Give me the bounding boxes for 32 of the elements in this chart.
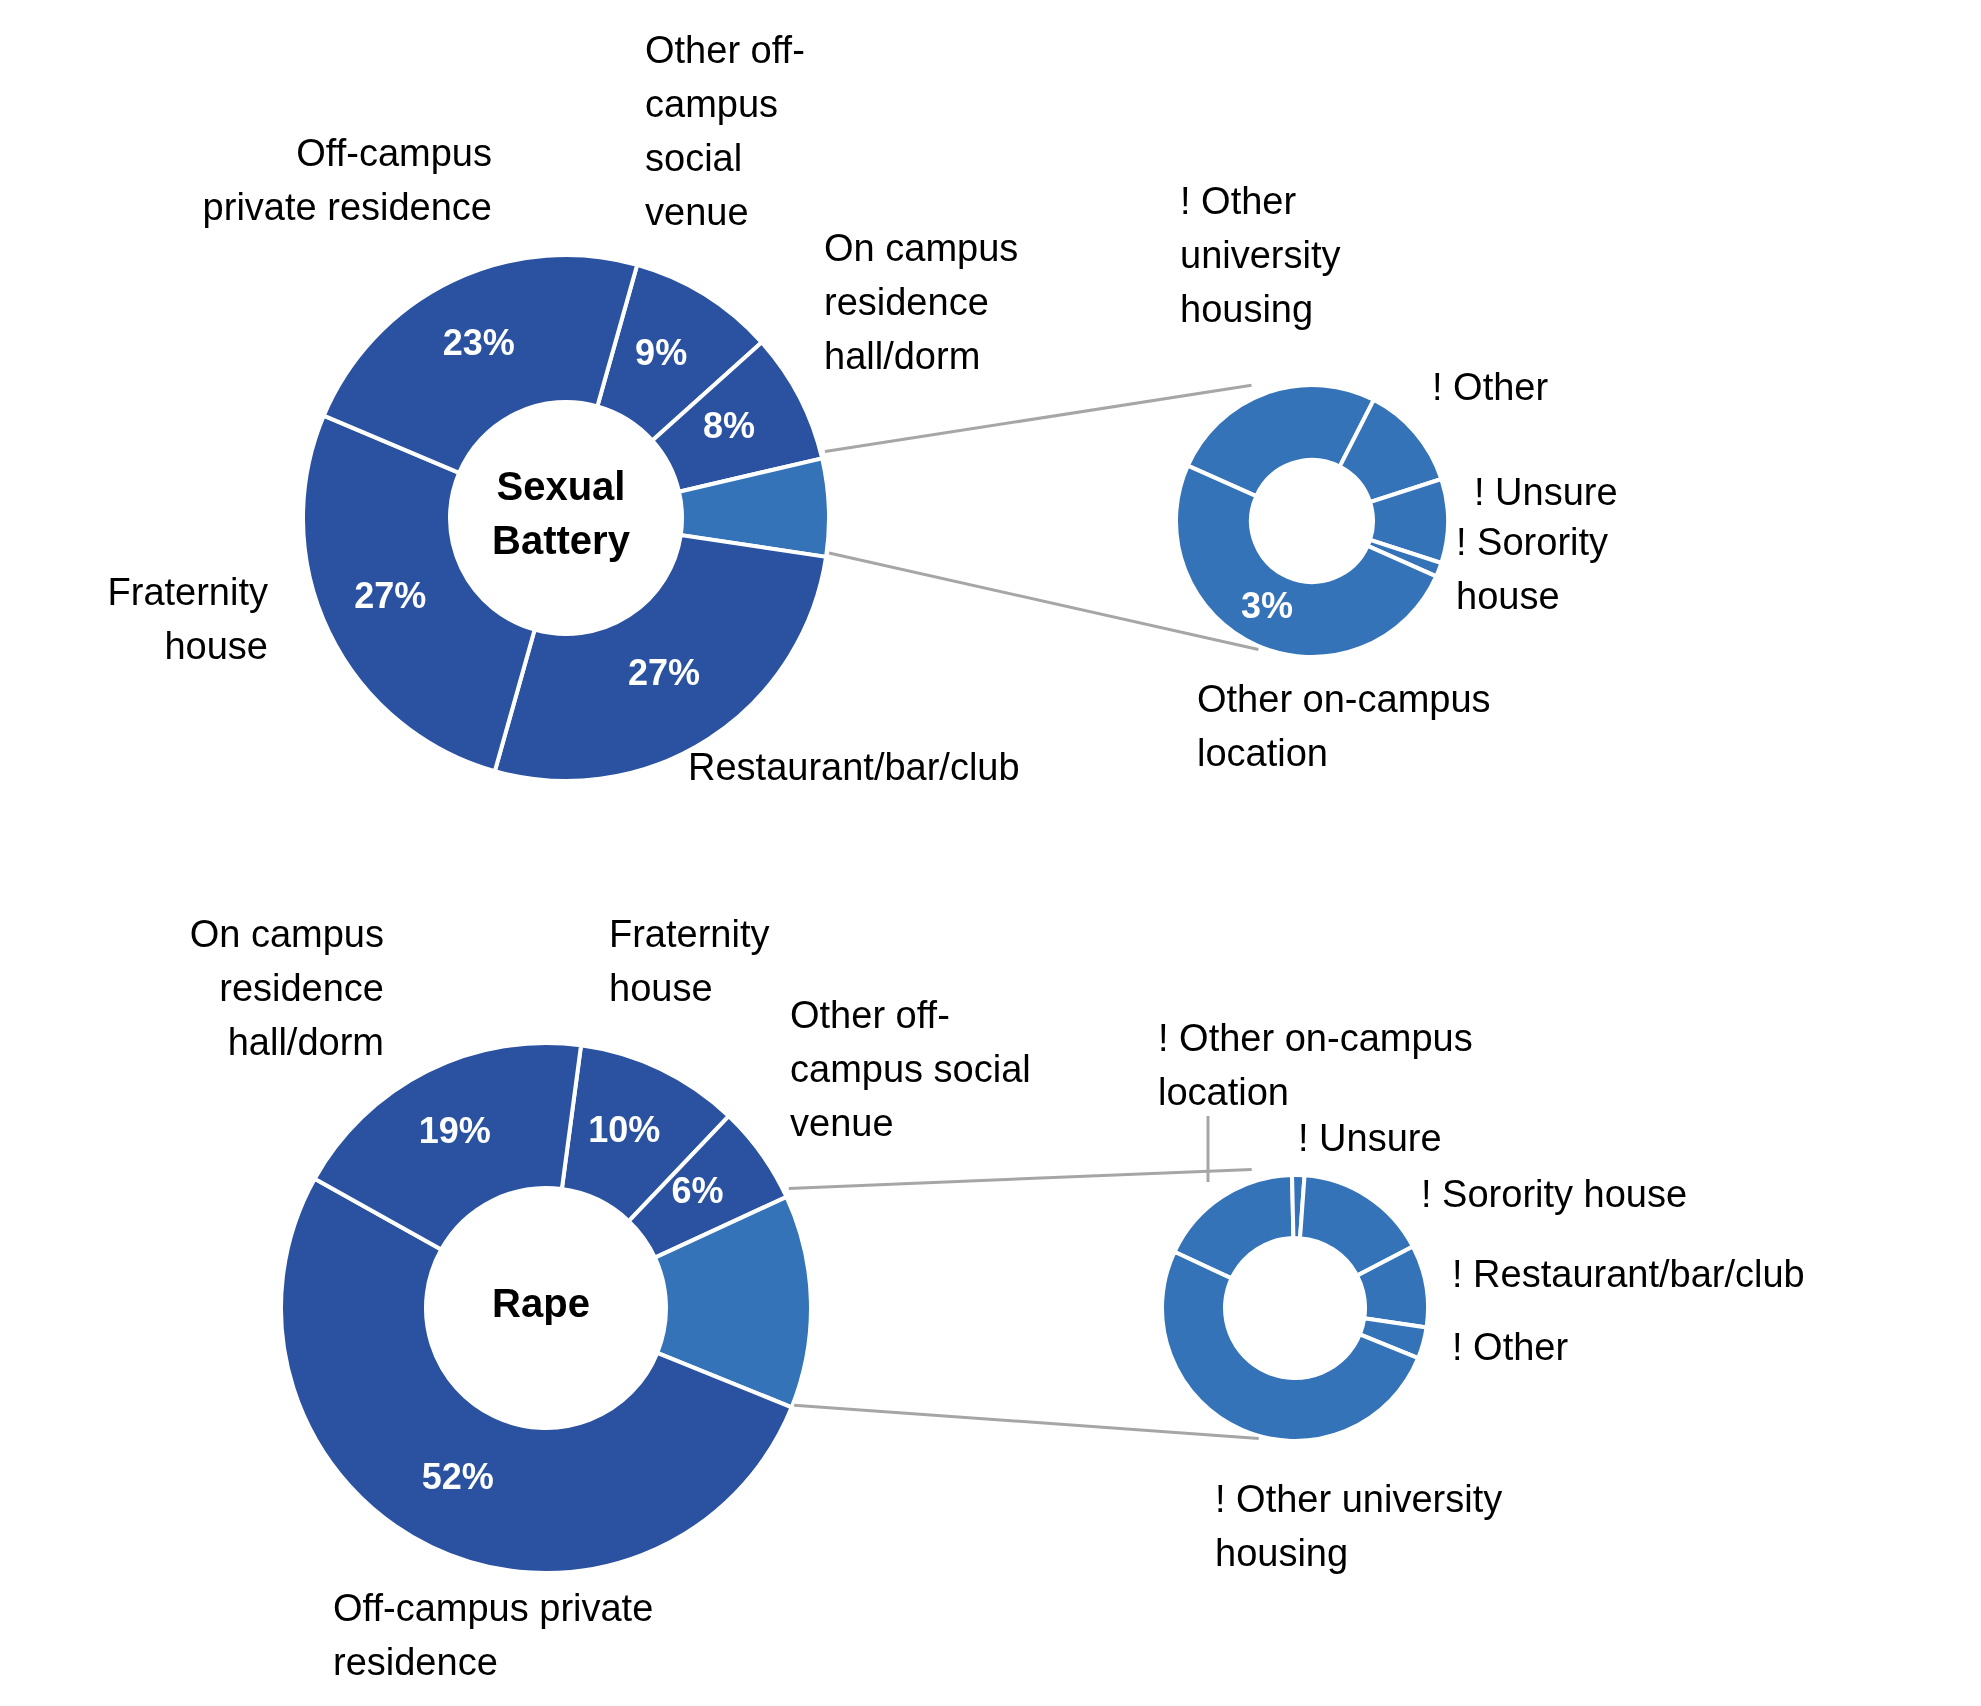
data-label: 6% — [671, 1170, 724, 1212]
slice-label: ! Restaurant/bar/club — [1452, 1253, 1805, 1295]
slice-label: Fraternity house — [609, 913, 770, 1009]
slice-label: Off-campus private residence — [202, 132, 492, 228]
data-label: 23% — [442, 321, 515, 363]
slice-label: ! Other university housing — [1215, 1478, 1503, 1574]
slice-label: ! Sorority house — [1421, 1173, 1688, 1215]
data-label: 27% — [627, 651, 700, 693]
slice-label: ! Unsure — [1298, 1117, 1442, 1159]
data-label: 10% — [588, 1108, 661, 1150]
slice-label: ! Other — [1432, 366, 1549, 408]
text: Sexual Battery — [492, 464, 631, 562]
text: Rape — [492, 1281, 590, 1325]
slice-label: On campus residence hall/dorm — [824, 227, 1019, 377]
data-label: 8% — [703, 405, 756, 446]
slice-label: ! Other university housing — [1180, 180, 1341, 330]
data-label: 9% — [635, 331, 688, 373]
slice-label: Other off-campus social venue — [790, 994, 1031, 1144]
slice-label: Fraternity house — [107, 571, 268, 667]
data-label: 19% — [418, 1110, 491, 1152]
slice-label: ! Unsure — [1474, 471, 1618, 513]
slice-label: Off-campus private residence — [333, 1587, 654, 1683]
slice-label: ! Other on-campus location — [1158, 1017, 1473, 1113]
slice-label: ! Sorority house — [1456, 521, 1609, 617]
slice-label: Restaurant/bar/club — [688, 746, 1020, 788]
slice-label: ! Other — [1452, 1326, 1569, 1368]
slice-label: Other off-campus social venue — [645, 29, 805, 233]
data-label: 27% — [354, 574, 427, 616]
slice-label: On campus residence hall/dorm — [189, 913, 384, 1063]
data-label: 52% — [421, 1456, 494, 1498]
slice-label: Other on-campus location — [1197, 678, 1491, 774]
data-label: 3% — [1240, 585, 1293, 627]
